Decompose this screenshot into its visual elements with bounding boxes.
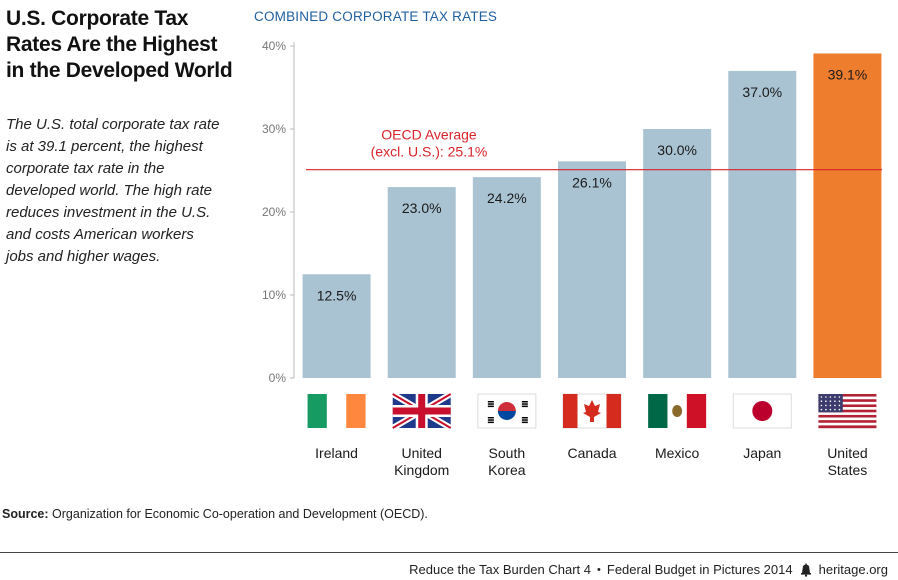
bar-united-states <box>813 53 882 378</box>
y-tick-label: 10% <box>262 288 286 302</box>
data-label: 39.1% <box>828 66 868 82</box>
bar-united-kingdom <box>387 187 456 378</box>
bar-chart: 0% 10% 20% 30% 40% 12.5% 23.0% 24.2% 26.1% 30.0% 3… <box>262 39 882 478</box>
y-tick-label: 30% <box>262 122 286 136</box>
data-label: 26.1% <box>572 174 612 190</box>
x-tick-label: Mexico <box>655 445 700 461</box>
source-text: Organization for Economic Co-operation a… <box>52 507 428 521</box>
oecd-average-label: OECD Average <box>381 127 477 143</box>
y-tick-label: 40% <box>262 39 286 53</box>
data-label: 30.0% <box>657 142 697 158</box>
footer-publication: Federal Budget in Pictures 2014 <box>606 562 793 577</box>
x-tick-label: Canada <box>567 445 616 461</box>
liberty-bell-icon <box>800 563 811 577</box>
usa-flag-icon <box>818 394 877 429</box>
canada-flag-icon <box>562 393 622 429</box>
footer-site: heritage.org <box>818 562 888 577</box>
y-tick-label: 0% <box>269 371 287 385</box>
data-label: 12.5% <box>317 287 357 303</box>
japan-flag-icon <box>732 393 792 429</box>
bar-canada <box>558 161 626 378</box>
x-tick-label: Korea <box>488 462 526 478</box>
x-tick-label: Ireland <box>315 445 358 461</box>
x-tick-label: South <box>489 445 526 461</box>
y-tick-label: 20% <box>262 205 286 219</box>
data-label: 24.2% <box>487 190 527 206</box>
x-tick-label: United <box>401 445 441 461</box>
data-label: 37.0% <box>742 84 782 100</box>
x-tick-label: Kingdom <box>394 462 449 478</box>
x-tick-label: States <box>828 462 868 478</box>
chart-title: COMBINED CORPORATE TAX RATES <box>254 9 498 24</box>
x-tick-label: Japan <box>743 445 781 461</box>
page-title: U.S. Corporate Tax Rates Are the Highest… <box>6 7 233 82</box>
bar-japan <box>728 70 797 379</box>
footer: Reduce the Tax Burden Chart 4 • Federal … <box>409 562 888 577</box>
bar-south-korea <box>472 177 541 378</box>
oecd-average-label: (excl. U.S.): 25.1% <box>371 144 488 160</box>
bar-ireland <box>302 274 371 378</box>
data-label: 23.0% <box>402 200 442 216</box>
page-subtitle: The U.S. total corporate tax rate is at … <box>6 116 220 265</box>
x-tick-label: United <box>827 445 867 461</box>
source-label: Source: <box>2 507 49 521</box>
footer-chart-ref: Reduce the Tax Burden Chart 4 <box>409 562 592 577</box>
south-korea-flag-icon <box>477 393 537 429</box>
source-note: Source: Organization for Economic Co-ope… <box>2 507 428 521</box>
ireland-flag-icon <box>307 394 366 428</box>
uk-flag-icon <box>391 391 453 431</box>
bar-mexico <box>643 129 712 378</box>
footer-divider <box>0 552 898 553</box>
mexico-flag-icon <box>648 394 707 428</box>
footer-separator: • <box>597 563 601 576</box>
